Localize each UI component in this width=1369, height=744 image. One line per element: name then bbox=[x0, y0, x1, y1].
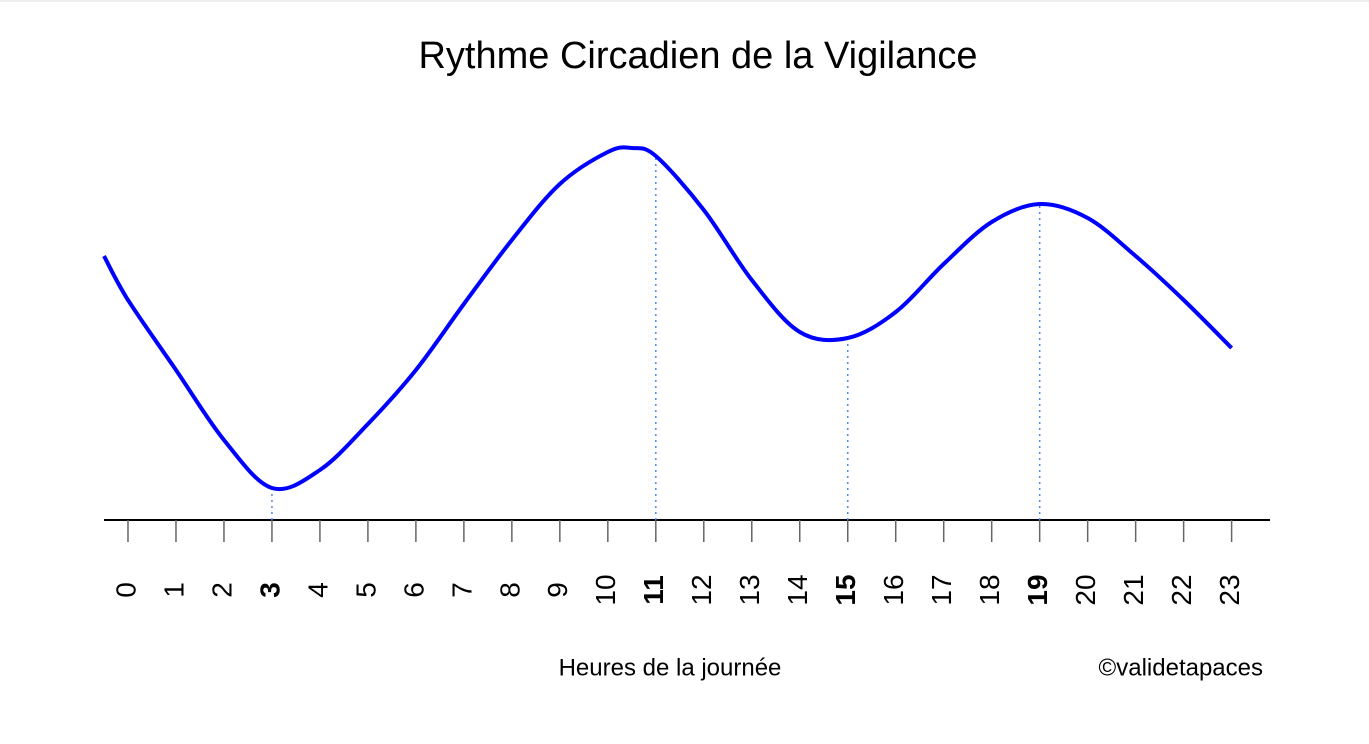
chart-title: Rythme Circadien de la Vigilance bbox=[418, 35, 977, 77]
x-tick-label: 22 bbox=[1166, 574, 1197, 605]
x-tick-label: 9 bbox=[542, 582, 573, 598]
x-tick-label: 8 bbox=[494, 582, 525, 598]
x-tick-label: 6 bbox=[398, 582, 429, 598]
line bbox=[102, 145, 1234, 492]
x-tick-label: 3 bbox=[254, 582, 285, 598]
x-tick-label: 0 bbox=[110, 582, 141, 598]
x-tick-label: 20 bbox=[1070, 574, 1101, 605]
x-tick-label: 14 bbox=[782, 574, 813, 605]
x-tick-label: 10 bbox=[590, 574, 621, 605]
x-tick-label: 5 bbox=[350, 582, 381, 598]
x-tick-label: 12 bbox=[686, 574, 717, 605]
x-tick-label: 2 bbox=[206, 582, 237, 598]
x-tick-label: 13 bbox=[734, 574, 765, 605]
x-tick-label: 18 bbox=[974, 574, 1005, 605]
x-tick-label: 15 bbox=[830, 574, 861, 605]
x-tick-label: 11 bbox=[638, 575, 669, 605]
x-tick-label: 23 bbox=[1214, 574, 1245, 605]
x-tick-label: 17 bbox=[926, 574, 957, 605]
x-tick-label: 4 bbox=[302, 582, 333, 598]
x-axis-label: Heures de la journée bbox=[559, 654, 782, 681]
x-tick-label: 21 bbox=[1118, 574, 1149, 605]
credit: ©validetapaces bbox=[1099, 654, 1263, 681]
x-tick-label: 16 bbox=[878, 574, 909, 605]
x-tick-label: 19 bbox=[1022, 574, 1053, 605]
x-tick-label: 7 bbox=[446, 582, 477, 598]
x-tick-label: 1 bbox=[158, 582, 189, 598]
